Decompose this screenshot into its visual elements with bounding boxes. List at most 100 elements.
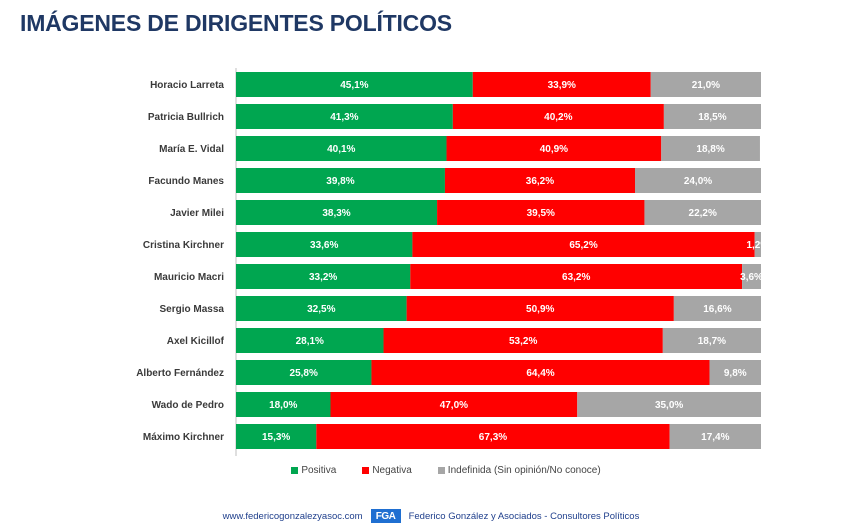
data-label: 18,0%: [269, 400, 297, 411]
bar-segment-negativa: [452, 104, 664, 129]
category-label: Alberto Fernández: [136, 368, 224, 379]
bar-segment-negativa: [383, 328, 663, 353]
bar-segment-indefinida: [669, 424, 761, 449]
bar-segment-negativa: [330, 392, 578, 417]
data-label: 33,9%: [548, 80, 576, 91]
data-label: 15,3%: [262, 432, 290, 443]
bar-segment-indefinida: [661, 136, 760, 161]
bar-segment-positiva: [236, 360, 372, 385]
data-label: 47,0%: [440, 400, 468, 411]
category-label: Axel Kicillof: [167, 336, 225, 347]
bar-segment-positiva: [236, 424, 317, 449]
category-label: Máximo Kirchner: [143, 432, 224, 443]
data-label: 40,1%: [327, 144, 355, 155]
data-label: 32,5%: [307, 304, 335, 315]
data-label: 24,0%: [684, 176, 712, 187]
bar-segment-indefinida: [644, 200, 761, 225]
footer-company-name: Federico González y Asociados - Consulto…: [408, 510, 640, 522]
bar-segment-indefinida: [742, 264, 761, 289]
legend-label-negativa: Negativa: [372, 465, 412, 476]
data-label: 50,9%: [526, 304, 554, 315]
bar-segment-negativa: [371, 360, 710, 385]
data-label: 36,2%: [526, 176, 554, 187]
category-label: Javier Milei: [170, 208, 224, 219]
category-label: Mauricio Macri: [154, 272, 224, 283]
stacked-bar-chart: Horacio Larreta 45,1% 33,9% 21,0% Patricia B…: [136, 68, 769, 456]
category-label: María E. Vidal: [159, 144, 224, 155]
bar-segment-positiva: [236, 264, 411, 289]
bar-segment-negativa: [410, 264, 743, 289]
category-label: Horacio Larreta: [150, 80, 224, 91]
data-label: 67,3%: [479, 432, 507, 443]
data-label: 25,8%: [290, 368, 318, 379]
data-label: 39,5%: [527, 208, 555, 219]
data-label: 18,5%: [698, 112, 726, 123]
bar-segment-negativa: [406, 296, 674, 321]
data-label: 18,8%: [696, 144, 724, 155]
bar-segment-positiva: [236, 136, 447, 161]
data-label: 9,8%: [724, 368, 747, 379]
data-label: 40,2%: [544, 112, 572, 123]
legend-swatch-negativa: [362, 467, 370, 474]
footer-website-link[interactable]: www.federicogonzalezyasoc.com: [222, 510, 363, 522]
bar-segment-positiva: [236, 200, 438, 225]
bar-segment-positiva: [236, 392, 331, 417]
data-label: 35,0%: [655, 400, 683, 411]
bar-segment-negativa: [412, 232, 755, 257]
bar-segment-positiva: [236, 72, 473, 97]
data-label: 41,3%: [330, 112, 358, 123]
data-label: 18,7%: [698, 336, 726, 347]
data-label: 45,1%: [340, 80, 368, 91]
category-label: Sergio Massa: [160, 304, 225, 315]
category-label: Wado de Pedro: [152, 400, 224, 411]
data-label: 17,4%: [701, 432, 729, 443]
data-label: 28,1%: [296, 336, 324, 347]
data-label: 64,4%: [526, 368, 554, 379]
legend-item-negativa: Negativa: [362, 465, 412, 476]
bar-segment-positiva: [236, 232, 413, 257]
bar-segment-negativa: [444, 168, 635, 193]
company-logo: FGA: [370, 509, 401, 523]
legend-swatch-positiva: [291, 467, 299, 474]
bar-segment-negativa: [472, 72, 651, 97]
bar-segment-positiva: [236, 296, 407, 321]
bar-segment-positiva: [236, 104, 453, 129]
data-label: 38,3%: [322, 208, 350, 219]
category-label: Cristina Kirchner: [143, 240, 224, 251]
legend-label-indefinida: Indefinida (Sin opinión/No conoce): [447, 465, 601, 476]
bar-segment-indefinida: [635, 168, 761, 193]
data-label: 63,2%: [562, 272, 590, 283]
data-label: 53,2%: [509, 336, 537, 347]
data-label: 3,6%: [740, 272, 763, 283]
bar-segment-indefinida: [650, 72, 761, 97]
data-label: 33,6%: [310, 240, 338, 251]
category-label: Facundo Manes: [148, 176, 224, 187]
data-label: 33,2%: [309, 272, 337, 283]
page-title: IMÁGENES DE DIRIGENTES POLÍTICOS: [20, 10, 452, 36]
bar-segment-negativa: [437, 200, 645, 225]
bar-segment-indefinida: [663, 104, 761, 129]
legend-item-indefinida: Indefinida (Sin opinión/No conoce): [437, 465, 601, 476]
data-label: 1,2%: [746, 240, 769, 251]
bar-segment-indefinida: [673, 296, 761, 321]
data-label: 22,2%: [689, 208, 717, 219]
chart-legend: Positiva Negativa Indefinida (Sin opinió…: [0, 465, 862, 476]
bar-segment-positiva: [236, 168, 445, 193]
category-label: Patricia Bullrich: [148, 112, 224, 123]
legend-label-positiva: Positiva: [301, 465, 337, 476]
data-label: 16,6%: [703, 304, 731, 315]
bar-segment-indefinida: [577, 392, 761, 417]
bar-segment-negativa: [446, 136, 662, 161]
data-label: 65,2%: [569, 240, 597, 251]
footer: www.federicogonzalezyasoc.com FGA Federi…: [0, 509, 862, 523]
bar-segment-indefinida: [754, 232, 761, 257]
bar-segment-indefinida: [709, 360, 761, 385]
legend-swatch-indefinida: [437, 467, 445, 474]
bar-segment-indefinida: [662, 328, 761, 353]
data-label: 40,9%: [540, 144, 568, 155]
bar-segment-negativa: [316, 424, 670, 449]
bar-segment-positiva: [236, 328, 384, 353]
data-label: 21,0%: [692, 80, 720, 91]
legend-item-positiva: Positiva: [291, 465, 336, 476]
data-label: 39,8%: [326, 176, 354, 187]
